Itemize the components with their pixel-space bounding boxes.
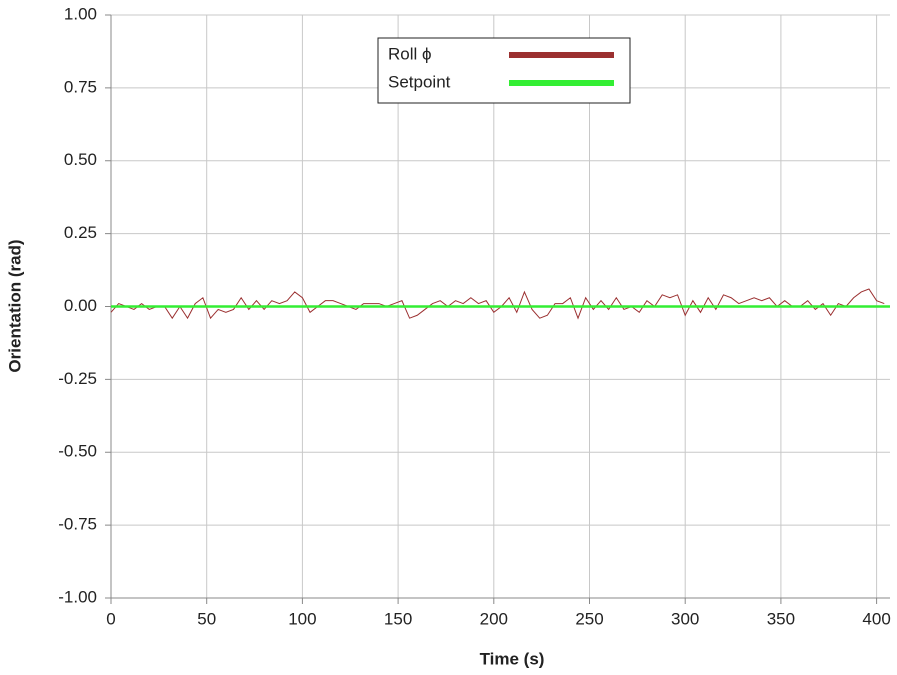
legend-label: Roll ϕ xyxy=(388,44,432,63)
x-axis-title: Time (s) xyxy=(480,649,545,668)
y-tick-label: -0.50 xyxy=(58,442,97,461)
y-tick-label: -0.75 xyxy=(58,515,97,534)
x-tick-label: 100 xyxy=(288,609,316,628)
y-tick-label: 1.00 xyxy=(64,4,97,23)
x-tick-label: 150 xyxy=(384,609,412,628)
y-axis-title: Orientation (rad) xyxy=(5,239,24,372)
x-tick-label: 300 xyxy=(671,609,699,628)
x-tick-label: 400 xyxy=(862,609,890,628)
y-tick-label: 0.75 xyxy=(64,77,97,96)
y-tick-label: 0.25 xyxy=(64,223,97,242)
y-tick-label: 0.50 xyxy=(64,150,97,169)
y-tick-label: -1.00 xyxy=(58,587,97,606)
legend-box xyxy=(377,37,631,104)
data-line xyxy=(110,288,885,320)
y-tick-label: -0.25 xyxy=(58,369,97,388)
x-tick-label: 0 xyxy=(106,609,115,628)
x-tick-label: 50 xyxy=(197,609,216,628)
x-tick-label: 200 xyxy=(480,609,508,628)
legend: Roll ϕ Setpoint xyxy=(377,37,631,104)
y-tick-label: 0.00 xyxy=(64,296,97,315)
x-tick-label: 250 xyxy=(575,609,603,628)
x-tick-label: 350 xyxy=(767,609,795,628)
legend-label: Setpoint xyxy=(388,72,451,91)
